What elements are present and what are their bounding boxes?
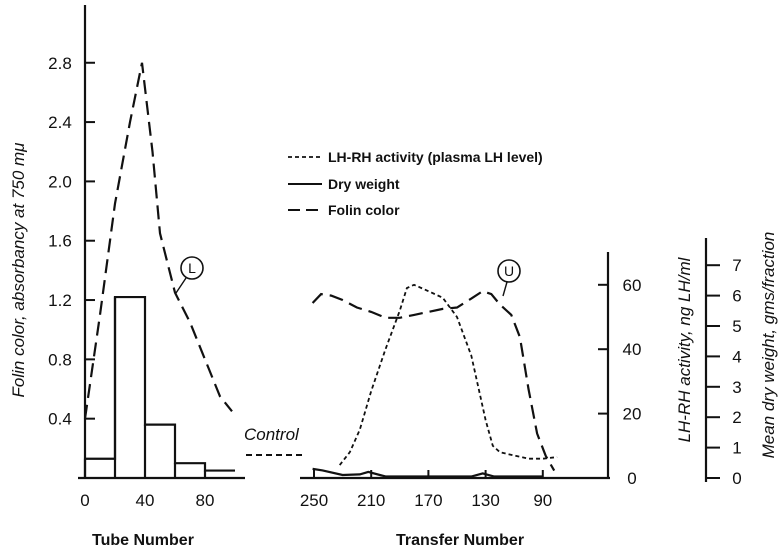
right-x-axis-title: Transfer Number: [396, 532, 524, 549]
right-x-tick-label: 90: [533, 491, 552, 510]
dryweight-y-tick-label: 0: [732, 469, 741, 488]
peak-marker-l-text: L: [188, 260, 196, 276]
right-x-tick-label: 210: [357, 491, 385, 510]
dryweight-y-tick-label: 4: [732, 347, 741, 366]
right-folin-color-line: [311, 289, 556, 472]
left-y-tick-label: 0.8: [48, 350, 72, 369]
ticks-layer: 0.40.81.21.62.02.42.80 40 80 250 210 170 130 90…: [48, 54, 742, 510]
legend-label-folin: Folin color: [328, 202, 400, 218]
dryweight-y-tick-label: 3: [732, 378, 741, 397]
left-x-tick-label: 80: [196, 491, 215, 510]
left-y-tick-label: 0.4: [48, 410, 72, 429]
dryweight-y-tick-label: 6: [732, 287, 741, 306]
legend-label-lhrh: LH-RH activity (plasma LH level): [328, 149, 543, 165]
dryweight-y-tick-label: 1: [732, 439, 741, 458]
peak-marker-l-circle: [180, 256, 204, 280]
lhrh-y-tick-label: 0: [627, 469, 636, 488]
legend-label-dryweight: Dry weight: [328, 176, 400, 192]
left-dry-weight-steps: [85, 295, 235, 472]
peak-marker-l-pointer: [175, 277, 187, 294]
dryweight-y-tick-label: 5: [732, 317, 741, 336]
axes-layer: [78, 5, 708, 482]
dryweight-y-tick-label: 2: [732, 408, 741, 427]
left-y-axis-title: Folin color, absorbancy at 750 mμ: [9, 142, 28, 398]
left-y-tick-label: 2.8: [48, 54, 72, 73]
legend: LH-RH activity (plasma LH level) Dry wei…: [288, 149, 543, 218]
left-x-tick-label: 0: [80, 491, 89, 510]
peak-marker-u-circle: [497, 259, 521, 283]
peak-marker-u: U: [497, 259, 521, 297]
lhrh-y-axis-title: LH-RH activity, ng LH/ml: [675, 256, 694, 442]
left-y-tick-label: 2.0: [48, 172, 72, 191]
left-folin-color-line: [83, 62, 233, 419]
series-layer: [83, 62, 558, 478]
peak-marker-u-text: U: [504, 263, 514, 279]
dryweight-y-tick-label: 7: [732, 256, 741, 275]
control-label: Control: [244, 425, 300, 444]
left-y-tick-label: 1.6: [48, 232, 72, 251]
lhrh-y-tick-label: 20: [623, 405, 642, 424]
right-dry-weight-line: [312, 467, 543, 478]
peak-marker-l: L: [175, 256, 204, 294]
right-x-tick-label: 250: [300, 491, 328, 510]
left-y-tick-label: 2.4: [48, 113, 72, 132]
right-x-tick-label: 170: [414, 491, 442, 510]
peak-marker-u-pointer: [502, 281, 508, 297]
lhrh-y-tick-label: 60: [623, 276, 642, 295]
dryweight-y-axis-title: Mean dry weight, gms/fraction: [759, 232, 778, 459]
left-x-axis-title: Tube Number: [92, 532, 194, 549]
left-y-tick-label: 1.2: [48, 291, 72, 310]
right-x-tick-label: 130: [471, 491, 499, 510]
left-x-tick-label: 40: [136, 491, 155, 510]
lhrh-y-tick-label: 40: [623, 340, 642, 359]
